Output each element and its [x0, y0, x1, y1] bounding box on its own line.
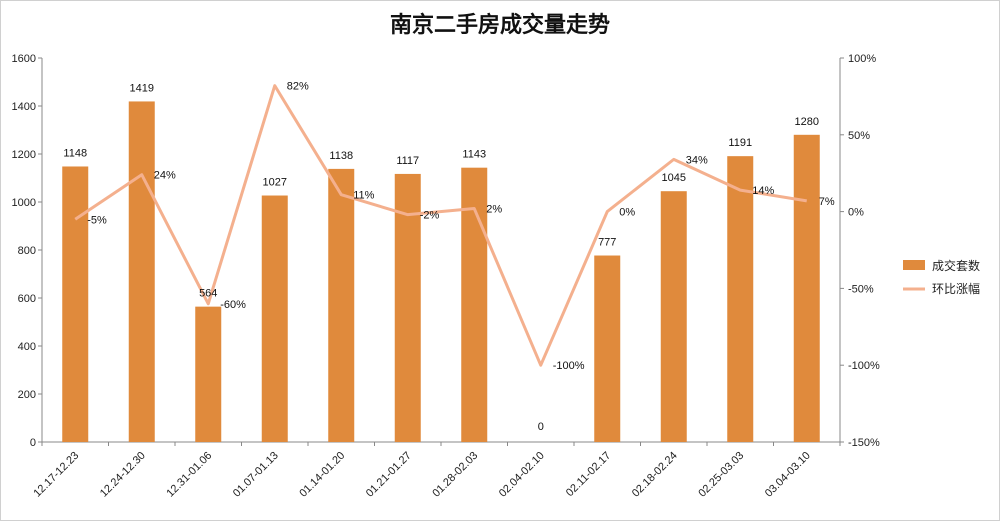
line-data-label: 24%	[154, 170, 176, 182]
bar-data-label: 1027	[263, 177, 287, 189]
y-left-tick-label: 800	[18, 245, 36, 257]
y-left-tick-label: 400	[18, 341, 36, 353]
y-left-tick-label: 1200	[12, 149, 36, 161]
bar	[62, 166, 89, 443]
y-right-tick-label: -50%	[848, 283, 874, 295]
y-left-tick-label: 1600	[12, 53, 36, 65]
bar	[594, 255, 621, 442]
line-data-label: 82%	[287, 81, 309, 93]
bar-data-label: 0	[538, 421, 544, 433]
bar	[394, 173, 421, 443]
bar-data-label: 1143	[462, 149, 486, 161]
bar	[195, 306, 222, 442]
y-right-tick-label: 0%	[848, 207, 864, 219]
bar	[261, 195, 288, 442]
line-data-label: 11%	[353, 190, 374, 202]
bar	[461, 167, 488, 442]
y-left-tick-label: 200	[18, 389, 36, 401]
bar-data-label: 1419	[130, 82, 154, 94]
y-left-tick-label: 1000	[12, 197, 36, 209]
line-data-label: 2%	[486, 204, 502, 216]
line-layer	[74, 84, 807, 367]
bar-data-label: 777	[598, 237, 616, 249]
line-data-label: 7%	[819, 196, 835, 208]
bar-data-label: 564	[199, 288, 217, 300]
y-left-tick-label: 0	[30, 437, 36, 449]
legend-line-label: 环比涨幅	[932, 281, 980, 296]
bar-data-label: 1191	[728, 137, 752, 149]
y-right-tick-label: 100%	[848, 53, 876, 65]
bar-data-label: 1117	[396, 155, 419, 167]
line-data-label: -60%	[220, 299, 246, 311]
y-right-tick-label: 50%	[848, 130, 870, 142]
bar-data-label: 1045	[662, 172, 686, 184]
bars-layer	[62, 101, 820, 443]
line-data-label: -5%	[87, 214, 107, 226]
bar	[727, 156, 754, 442]
legend-bar-label: 成交套数	[932, 258, 980, 273]
series-line	[74, 84, 807, 367]
bar	[128, 101, 155, 442]
line-data-label: -100%	[553, 360, 585, 372]
y-right-tick-label: -150%	[848, 437, 880, 449]
line-data-label: 14%	[752, 185, 774, 197]
bar-data-label: 1138	[329, 150, 353, 162]
chart-title: 南京二手房成交量走势	[390, 12, 610, 38]
bar	[328, 168, 355, 442]
line-data-label: 34%	[686, 154, 708, 166]
y-left-tick-label: 1400	[12, 101, 36, 113]
bar	[660, 191, 687, 442]
line-data-label: -2%	[420, 210, 440, 222]
bar-data-label: 1280	[795, 116, 819, 128]
y-right-tick-label: -100%	[848, 360, 880, 372]
bar-data-label: 1148	[63, 147, 87, 159]
y-left-tick-label: 600	[18, 293, 36, 305]
bar	[793, 134, 820, 443]
labels-layer: 1148 1419 564 1027 1138 1117 1143 0 777 1045 1191 1…	[63, 81, 834, 433]
line-data-label: 0%	[619, 207, 635, 219]
legend-bar-swatch	[903, 260, 925, 270]
